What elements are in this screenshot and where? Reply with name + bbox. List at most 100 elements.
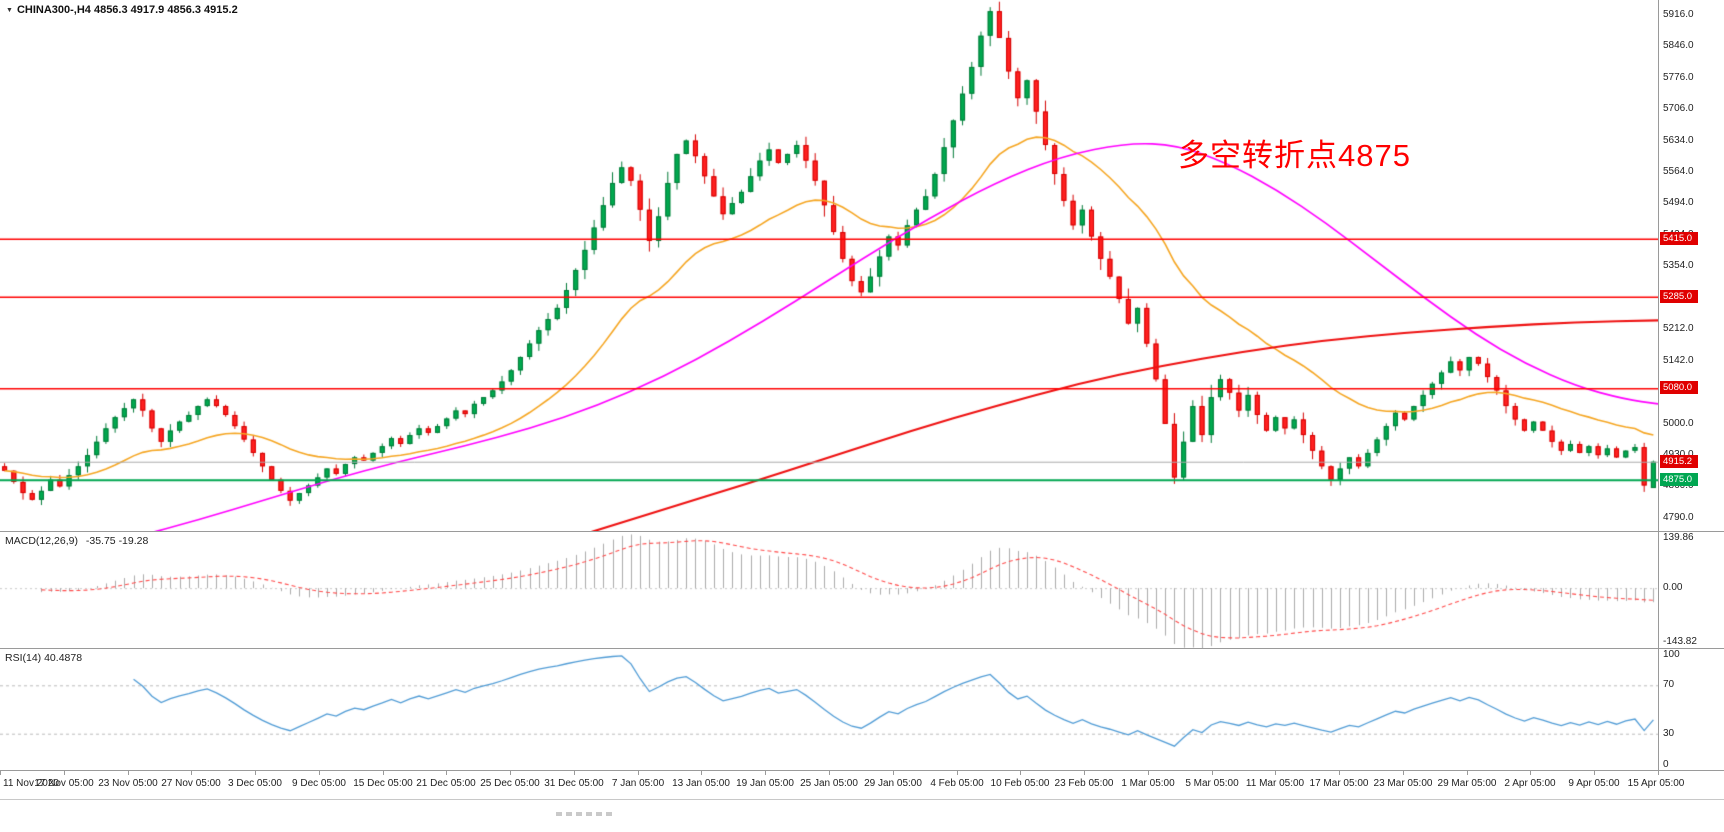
time-axis-label: 4 Feb 05:00	[930, 778, 984, 789]
time-tick-mark	[1148, 771, 1149, 775]
price-badge: 5080.0	[1660, 381, 1698, 395]
y-axis-label: 5706.0	[1663, 102, 1694, 114]
time-axis-label: 29 Mar 05:00	[1437, 778, 1497, 789]
time-axis-label: 15 Apr 05:00	[1627, 778, 1685, 789]
time-axis-label: 23 Mar 05:00	[1373, 778, 1433, 789]
y-axis-label: 5494.0	[1663, 197, 1694, 209]
time-axis-label: 11 Mar 05:00	[1245, 778, 1305, 789]
macd-name: MACD(12,26,9)	[5, 535, 78, 547]
bottom-strip	[0, 800, 1724, 832]
time-tick-mark	[1339, 771, 1340, 775]
rsi-pane: RSI(14) 40.4878 100 70 30 0	[0, 649, 1724, 771]
time-axis-label: 31 Dec 05:00	[544, 778, 604, 789]
rsi-axis-label: 0	[1663, 759, 1669, 770]
main-chart-pane: ▼ CHINA300-,H4 4856.3 4917.9 4856.3 4915…	[0, 0, 1724, 532]
time-tick-mark	[1020, 771, 1021, 775]
macd-pane: MACD(12,26,9) -35.75 -19.28 139.86 0.00 -1…	[0, 532, 1724, 649]
time-tick-mark	[1658, 771, 1659, 775]
time-tick-mark	[64, 771, 65, 775]
rsi-axis[interactable]: 100 70 30 0	[1658, 649, 1724, 770]
price-badge: 5285.0	[1660, 289, 1698, 303]
macd-axis-label: 0.00	[1663, 582, 1683, 594]
y-axis-label: 5212.0	[1663, 323, 1694, 335]
price-badge: 4915.2	[1660, 454, 1698, 468]
time-tick-mark	[638, 771, 639, 775]
y-axis-label: 5564.0	[1663, 166, 1694, 178]
time-tick-mark	[319, 771, 320, 775]
dropdown-icon: ▼	[6, 6, 13, 14]
symbol-info: ▼ CHINA300-,H4 4856.3 4917.9 4856.3 4915…	[6, 4, 238, 16]
time-tick-mark	[1467, 771, 1468, 775]
time-axis-label: 7 Jan 05:00	[611, 778, 665, 789]
time-tick-mark	[1275, 771, 1276, 775]
time-tick-mark	[1403, 771, 1404, 775]
time-axis-label: 29 Jan 05:00	[864, 778, 922, 789]
main-chart-canvas[interactable]	[0, 0, 1658, 531]
time-tick-mark	[0, 771, 1, 775]
y-axis-label: 5142.0	[1663, 354, 1694, 366]
y-axis-label: 4790.0	[1663, 511, 1694, 523]
price-annotation: 多空转折点4875	[1178, 138, 1411, 173]
time-axis-label: 17 Nov 05:00	[34, 778, 94, 789]
main-price-axis[interactable]: 5916.0 5846.0 5776.0 5706.0 5634.0 5564.0 5494…	[1658, 0, 1724, 531]
rsi-canvas[interactable]	[0, 649, 1658, 770]
time-tick-mark	[383, 771, 384, 775]
y-axis-label: 5846.0	[1663, 40, 1694, 52]
time-tick-mark	[829, 771, 830, 775]
macd-axis-label: 139.86	[1663, 532, 1694, 543]
time-tick-mark	[128, 771, 129, 775]
y-axis-label: 5916.0	[1663, 9, 1694, 21]
time-axis-label: 21 Dec 05:00	[416, 778, 476, 789]
symbol-ohlc-text: CHINA300-,H4 4856.3 4917.9 4856.3 4915.2	[16, 4, 238, 16]
time-tick-mark	[446, 771, 447, 775]
time-tick-mark	[1594, 771, 1595, 775]
rsi-label: RSI(14) 40.4878	[5, 652, 83, 664]
time-tick-mark	[1212, 771, 1213, 775]
time-axis-label: 25 Jan 05:00	[800, 778, 858, 789]
time-tick-mark	[1084, 771, 1085, 775]
time-axis-label: 19 Jan 05:00	[736, 778, 794, 789]
time-tick-mark	[765, 771, 766, 775]
rsi-axis-label: 70	[1663, 679, 1675, 691]
price-badge: 4875.0	[1660, 472, 1698, 486]
time-tick-mark	[255, 771, 256, 775]
time-axis-label: 3 Dec 05:00	[228, 778, 282, 789]
time-axis-label: 1 Mar 05:00	[1121, 778, 1175, 789]
window-grip	[556, 812, 616, 816]
y-axis-label: 5776.0	[1663, 71, 1694, 83]
macd-axis[interactable]: 139.86 0.00 -143.82	[1658, 532, 1724, 648]
time-axis-label: 9 Dec 05:00	[292, 778, 346, 789]
time-axis-label: 23 Nov 05:00	[98, 778, 158, 789]
price-badge: 5415.0	[1660, 231, 1698, 245]
macd-values: -35.75 -19.28	[85, 535, 149, 547]
time-axis[interactable]: 11 Nov 2020 17 Nov 05:00 23 Nov 05:00 27 No…	[0, 771, 1724, 800]
y-axis-label: 4930.0	[1663, 449, 1694, 461]
time-axis-label: 10 Feb 05:00	[990, 778, 1050, 789]
time-tick-mark	[957, 771, 958, 775]
macd-label: MACD(12,26,9) -35.75 -19.28	[5, 535, 148, 547]
macd-canvas[interactable]	[0, 532, 1658, 648]
rsi-axis-label: 30	[1663, 727, 1675, 739]
time-axis-label: 13 Jan 05:00	[672, 778, 730, 789]
rsi-axis-label: 100	[1663, 649, 1680, 660]
y-axis-label: 5000.0	[1663, 417, 1694, 429]
y-axis-label: 5354.0	[1663, 259, 1694, 271]
time-axis-label: 27 Nov 05:00	[161, 778, 221, 789]
time-axis-label: 17 Mar 05:00	[1309, 778, 1369, 789]
time-tick-mark	[574, 771, 575, 775]
y-axis-label: 5634.0	[1663, 135, 1694, 146]
time-tick-mark	[893, 771, 894, 775]
time-tick-mark	[510, 771, 511, 775]
time-axis-label: 11 Nov 2020	[3, 778, 59, 789]
time-axis-label: 5 Mar 05:00	[1185, 778, 1239, 789]
time-tick-mark	[701, 771, 702, 775]
time-axis-label: 23 Feb 05:00	[1054, 778, 1114, 789]
time-axis-label: 9 Apr 05:00	[1568, 778, 1620, 789]
time-tick-mark	[191, 771, 192, 775]
macd-axis-label: -143.82	[1663, 635, 1697, 647]
y-axis-label: 4860.0	[1663, 480, 1694, 492]
time-tick-mark	[1530, 771, 1531, 775]
time-axis-label: 25 Dec 05:00	[480, 778, 540, 789]
time-axis-label: 2 Apr 05:00	[1504, 778, 1556, 789]
